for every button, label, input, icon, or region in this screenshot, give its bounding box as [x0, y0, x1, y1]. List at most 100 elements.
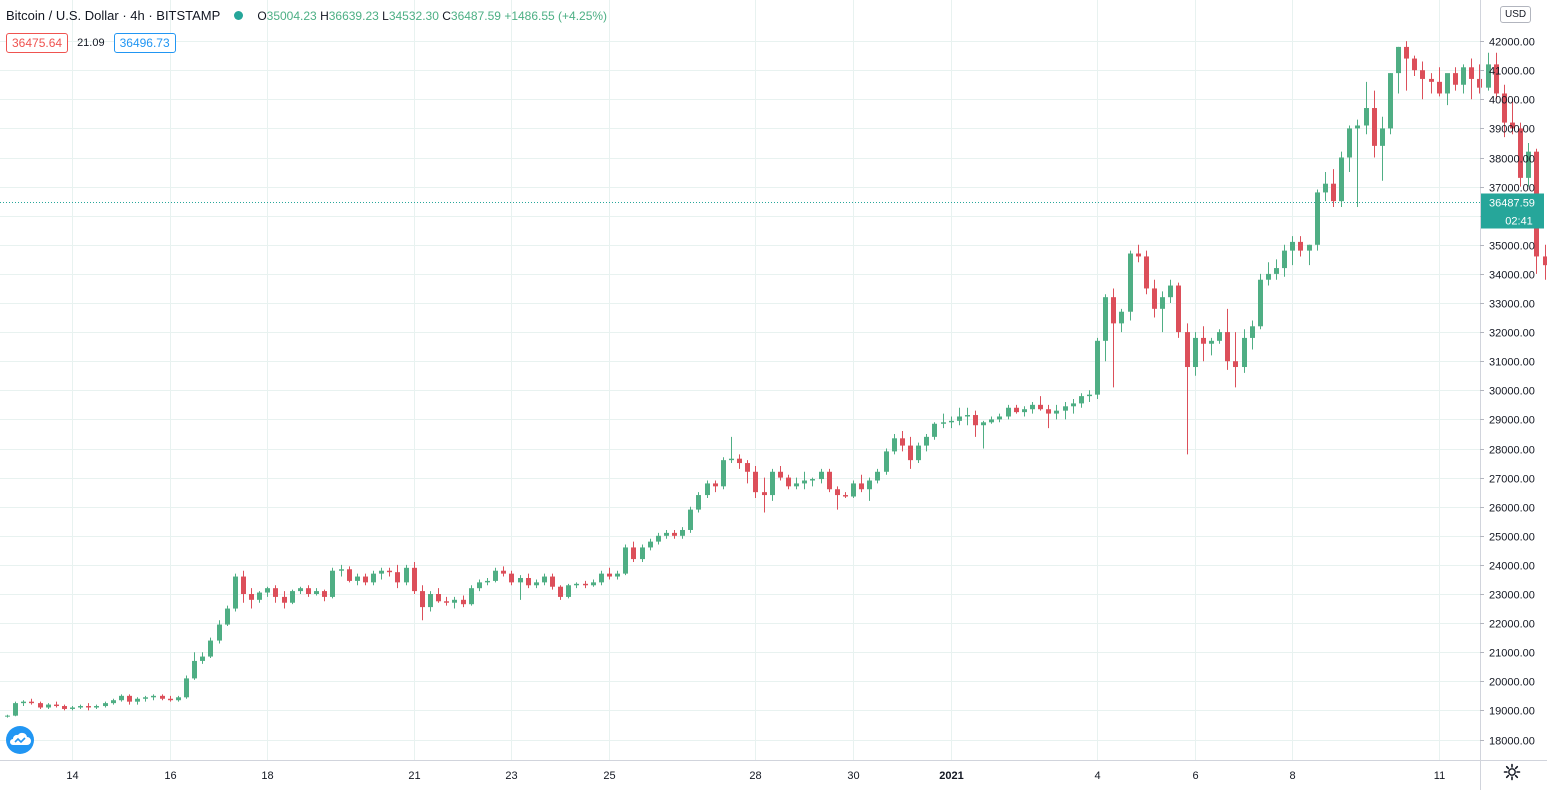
candle-body: [1372, 108, 1377, 146]
candle-body: [1176, 285, 1181, 333]
tradingview-cloud-icon[interactable]: [6, 726, 34, 754]
candle-body: [827, 471, 832, 490]
ohlc-values: O35004.23 H36639.23 L34532.30 C36487.59 …: [257, 9, 607, 23]
candle: [485, 577, 490, 586]
candle-body: [184, 678, 189, 698]
candle-body: [664, 532, 669, 536]
candle: [1103, 294, 1108, 362]
candle: [786, 474, 791, 490]
candle-body: [1217, 332, 1222, 341]
candle-body: [363, 576, 368, 583]
candle-body: [78, 706, 83, 708]
x-tick-label: 30: [847, 770, 859, 782]
candle-body: [1502, 93, 1507, 123]
low-value: 34532.30: [388, 8, 439, 23]
candle: [428, 591, 433, 612]
candle: [54, 701, 59, 708]
candle-body: [330, 570, 335, 597]
y-tick-label: 25000.00: [1489, 532, 1535, 544]
high-value: 36639.23: [328, 8, 379, 23]
y-tick-label: 27000.00: [1489, 474, 1535, 486]
candle-body: [1128, 253, 1133, 312]
candle: [1006, 404, 1011, 420]
candle: [1307, 244, 1312, 266]
price-axis: 18000.00 19000.00 20000.00 21000.00 22000.00…: [1480, 37, 1535, 748]
candle: [1364, 81, 1369, 135]
y-tick-label: 38000.00: [1489, 154, 1535, 166]
candle-body: [436, 594, 441, 602]
candle-body: [518, 577, 523, 583]
candle-body: [1486, 64, 1491, 88]
gear-icon[interactable]: [1503, 763, 1521, 786]
candle-body: [241, 576, 246, 594]
candle: [672, 529, 677, 539]
candle-body: [965, 415, 970, 417]
candle: [257, 591, 262, 603]
candle: [721, 457, 726, 490]
candle-body: [1453, 73, 1458, 85]
y-tick-label: 22000.00: [1489, 619, 1535, 631]
y-tick-label: 33000.00: [1489, 299, 1535, 311]
candle: [1176, 282, 1181, 338]
y-tick-label: 29000.00: [1489, 415, 1535, 427]
y-tick-label: 21000.00: [1489, 648, 1535, 660]
candle-body: [884, 451, 889, 472]
candle-body: [1250, 326, 1255, 338]
candle-body: [558, 586, 563, 597]
candle: [1331, 169, 1336, 207]
candle: [713, 480, 718, 493]
y-tick-label: 42000.00: [1489, 37, 1535, 49]
candle: [330, 567, 335, 599]
candle-body: [1355, 125, 1360, 129]
currency-button[interactable]: USD: [1500, 6, 1532, 23]
candle-body: [1404, 46, 1409, 59]
candle: [160, 694, 165, 701]
candle-body: [13, 703, 18, 716]
candle-body: [1030, 404, 1035, 410]
candle-body: [835, 489, 840, 496]
candle: [1412, 55, 1417, 77]
candle: [151, 694, 156, 701]
candle: [176, 695, 181, 702]
candle-body: [298, 588, 303, 592]
candle-body: [501, 570, 506, 574]
candle: [932, 422, 937, 440]
candle: [574, 582, 579, 589]
candle: [1063, 401, 1068, 420]
candle-body: [941, 422, 946, 424]
candle: [729, 436, 734, 464]
candle: [827, 468, 832, 493]
candle: [900, 431, 905, 452]
candle-body: [1364, 108, 1369, 126]
y-tick-label: 28000.00: [1489, 445, 1535, 457]
candle-body: [444, 601, 449, 603]
candle: [941, 413, 946, 429]
candle: [949, 416, 954, 429]
buy-button[interactable]: 36496.73: [113, 33, 176, 53]
candle-body: [1168, 285, 1173, 298]
candle: [241, 570, 246, 603]
symbol-title[interactable]: Bitcoin / U.S. Dollar · 4h · BITSTAMP: [6, 8, 221, 23]
candle-body: [851, 483, 856, 497]
candle-body: [1461, 67, 1466, 85]
candle-body: [62, 706, 67, 709]
candle-body: [924, 436, 929, 446]
candle: [688, 506, 693, 533]
candle-body: [892, 438, 897, 452]
x-tick-label: 6: [1192, 770, 1198, 782]
sell-button[interactable]: 36475.64: [6, 33, 69, 53]
candle-body: [1543, 256, 1547, 266]
quote-panel: 36475.64 21.09 36496.73: [6, 33, 176, 53]
candle-body: [1258, 279, 1263, 327]
candle-body: [1477, 78, 1482, 88]
candle: [477, 579, 482, 592]
candle-body: [509, 573, 514, 583]
last-price-label: 36487.59: [1489, 198, 1535, 210]
candle-body: [306, 588, 311, 594]
x-tick-label: 21: [408, 770, 420, 782]
candle-body: [1014, 407, 1019, 413]
candle-body: [1445, 73, 1450, 94]
candle-body: [1063, 406, 1068, 411]
x-tick-label: 11: [1434, 770, 1445, 782]
